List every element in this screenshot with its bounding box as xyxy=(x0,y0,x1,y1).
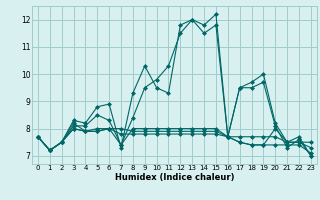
X-axis label: Humidex (Indice chaleur): Humidex (Indice chaleur) xyxy=(115,173,234,182)
